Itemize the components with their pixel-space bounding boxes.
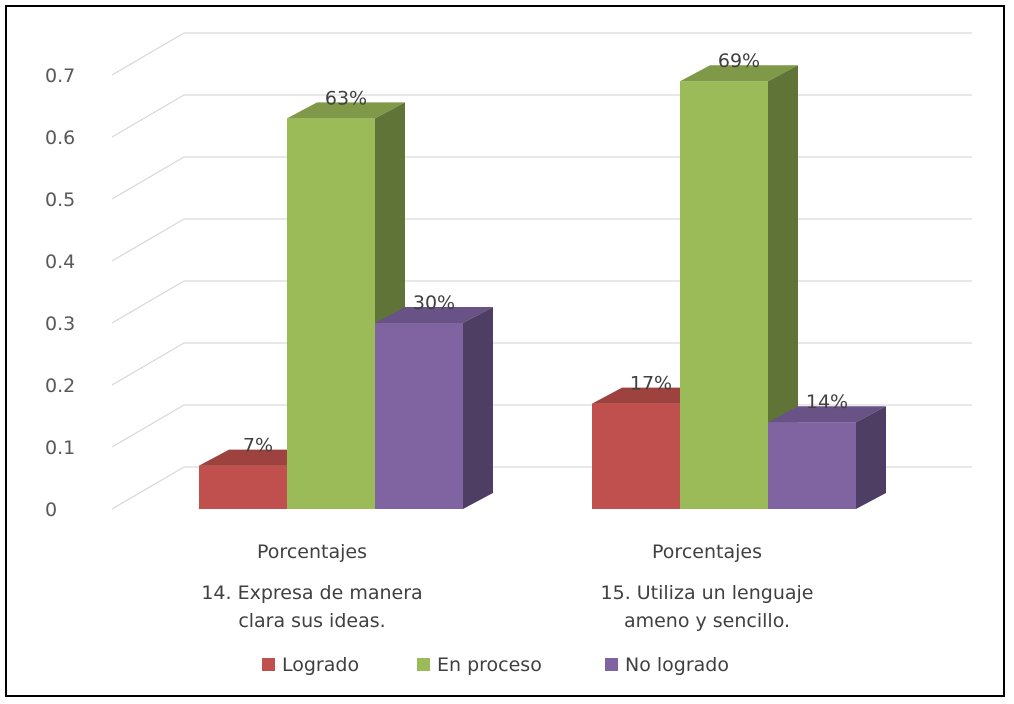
legend-item-no-logrado: No logrado — [605, 654, 729, 676]
bar-front — [592, 403, 680, 509]
y-axis-ticks: 0 0.1 0.2 0.3 0.4 0.5 0.6 0.7 — [45, 65, 75, 521]
bar-top — [287, 102, 405, 119]
gridline-depth — [111, 218, 185, 262]
bar-en-proceso — [680, 65, 798, 509]
legend-label: En proceso — [437, 654, 542, 676]
y-tick-label: 0.7 — [45, 65, 75, 87]
bar-top — [375, 307, 493, 323]
gridline-depth — [111, 466, 185, 510]
y-tick-label: 0.5 — [45, 189, 75, 211]
bar-top — [768, 406, 886, 423]
y-tick-label: 0.1 — [45, 437, 75, 459]
legend-swatch — [262, 658, 275, 671]
gridline-depth — [111, 404, 185, 448]
category-labels: Porcentajes 14. Expresa de manera clara su… — [201, 541, 813, 632]
gridline-depth — [111, 32, 185, 76]
data-label: 7% — [243, 435, 273, 457]
legend-item-logrado: Logrado — [262, 654, 359, 676]
data-label: 17% — [630, 373, 672, 395]
legend-item-en-proceso: En proceso — [417, 654, 542, 676]
bar-side — [856, 406, 886, 509]
gridline-depth — [111, 280, 185, 324]
bar-front — [680, 81, 768, 509]
y-tick-label: 0 — [45, 499, 57, 521]
legend: Logrado En proceso No logrado — [262, 654, 729, 676]
bar-top — [680, 65, 798, 82]
category-label-line1: 14. Expresa de manera — [201, 582, 422, 604]
bar-front — [199, 465, 287, 509]
bar-front — [375, 323, 463, 509]
chart-frame: 0 0.1 0.2 0.3 0.4 0.5 0.6 0.7 7% 17% 63% 69% 30% 14%… — [5, 5, 1005, 697]
data-label: 30% — [413, 292, 455, 314]
bar-front — [768, 422, 856, 509]
category-group-label: Porcentajes — [652, 541, 762, 563]
data-labels: 7% 17% 63% 69% 30% 14% — [243, 50, 848, 456]
legend-label: No logrado — [625, 654, 729, 676]
category-label-line2: clara sus ideas. — [238, 610, 385, 632]
gridline-depth — [111, 156, 185, 200]
category-label-line1: 15. Utiliza un lenguaje — [601, 582, 814, 604]
data-label: 63% — [325, 87, 367, 109]
legend-swatch — [417, 658, 430, 671]
data-label: 14% — [806, 391, 848, 413]
bar-side — [768, 65, 798, 509]
y-tick-label: 0.2 — [45, 375, 75, 397]
legend-label: Logrado — [282, 654, 359, 676]
category-group-label: Porcentajes — [257, 541, 367, 563]
bars — [199, 65, 886, 510]
bar-no-logrado — [375, 307, 493, 509]
y-tick-label: 0.4 — [45, 251, 75, 273]
y-tick-label: 0.6 — [45, 127, 75, 149]
data-label: 69% — [718, 50, 760, 72]
bar-side — [463, 307, 493, 509]
bar-no-logrado — [768, 406, 886, 509]
bar-chart: 0 0.1 0.2 0.3 0.4 0.5 0.6 0.7 7% 17% 63% 69% 30% 14%… — [45, 32, 972, 676]
category-label-line2: ameno y sencillo. — [624, 610, 790, 632]
gridline-depth — [111, 342, 185, 386]
y-tick-label: 0.3 — [45, 313, 75, 335]
gridline-depth — [111, 94, 185, 138]
legend-swatch — [605, 658, 618, 671]
bar-front — [287, 118, 375, 510]
